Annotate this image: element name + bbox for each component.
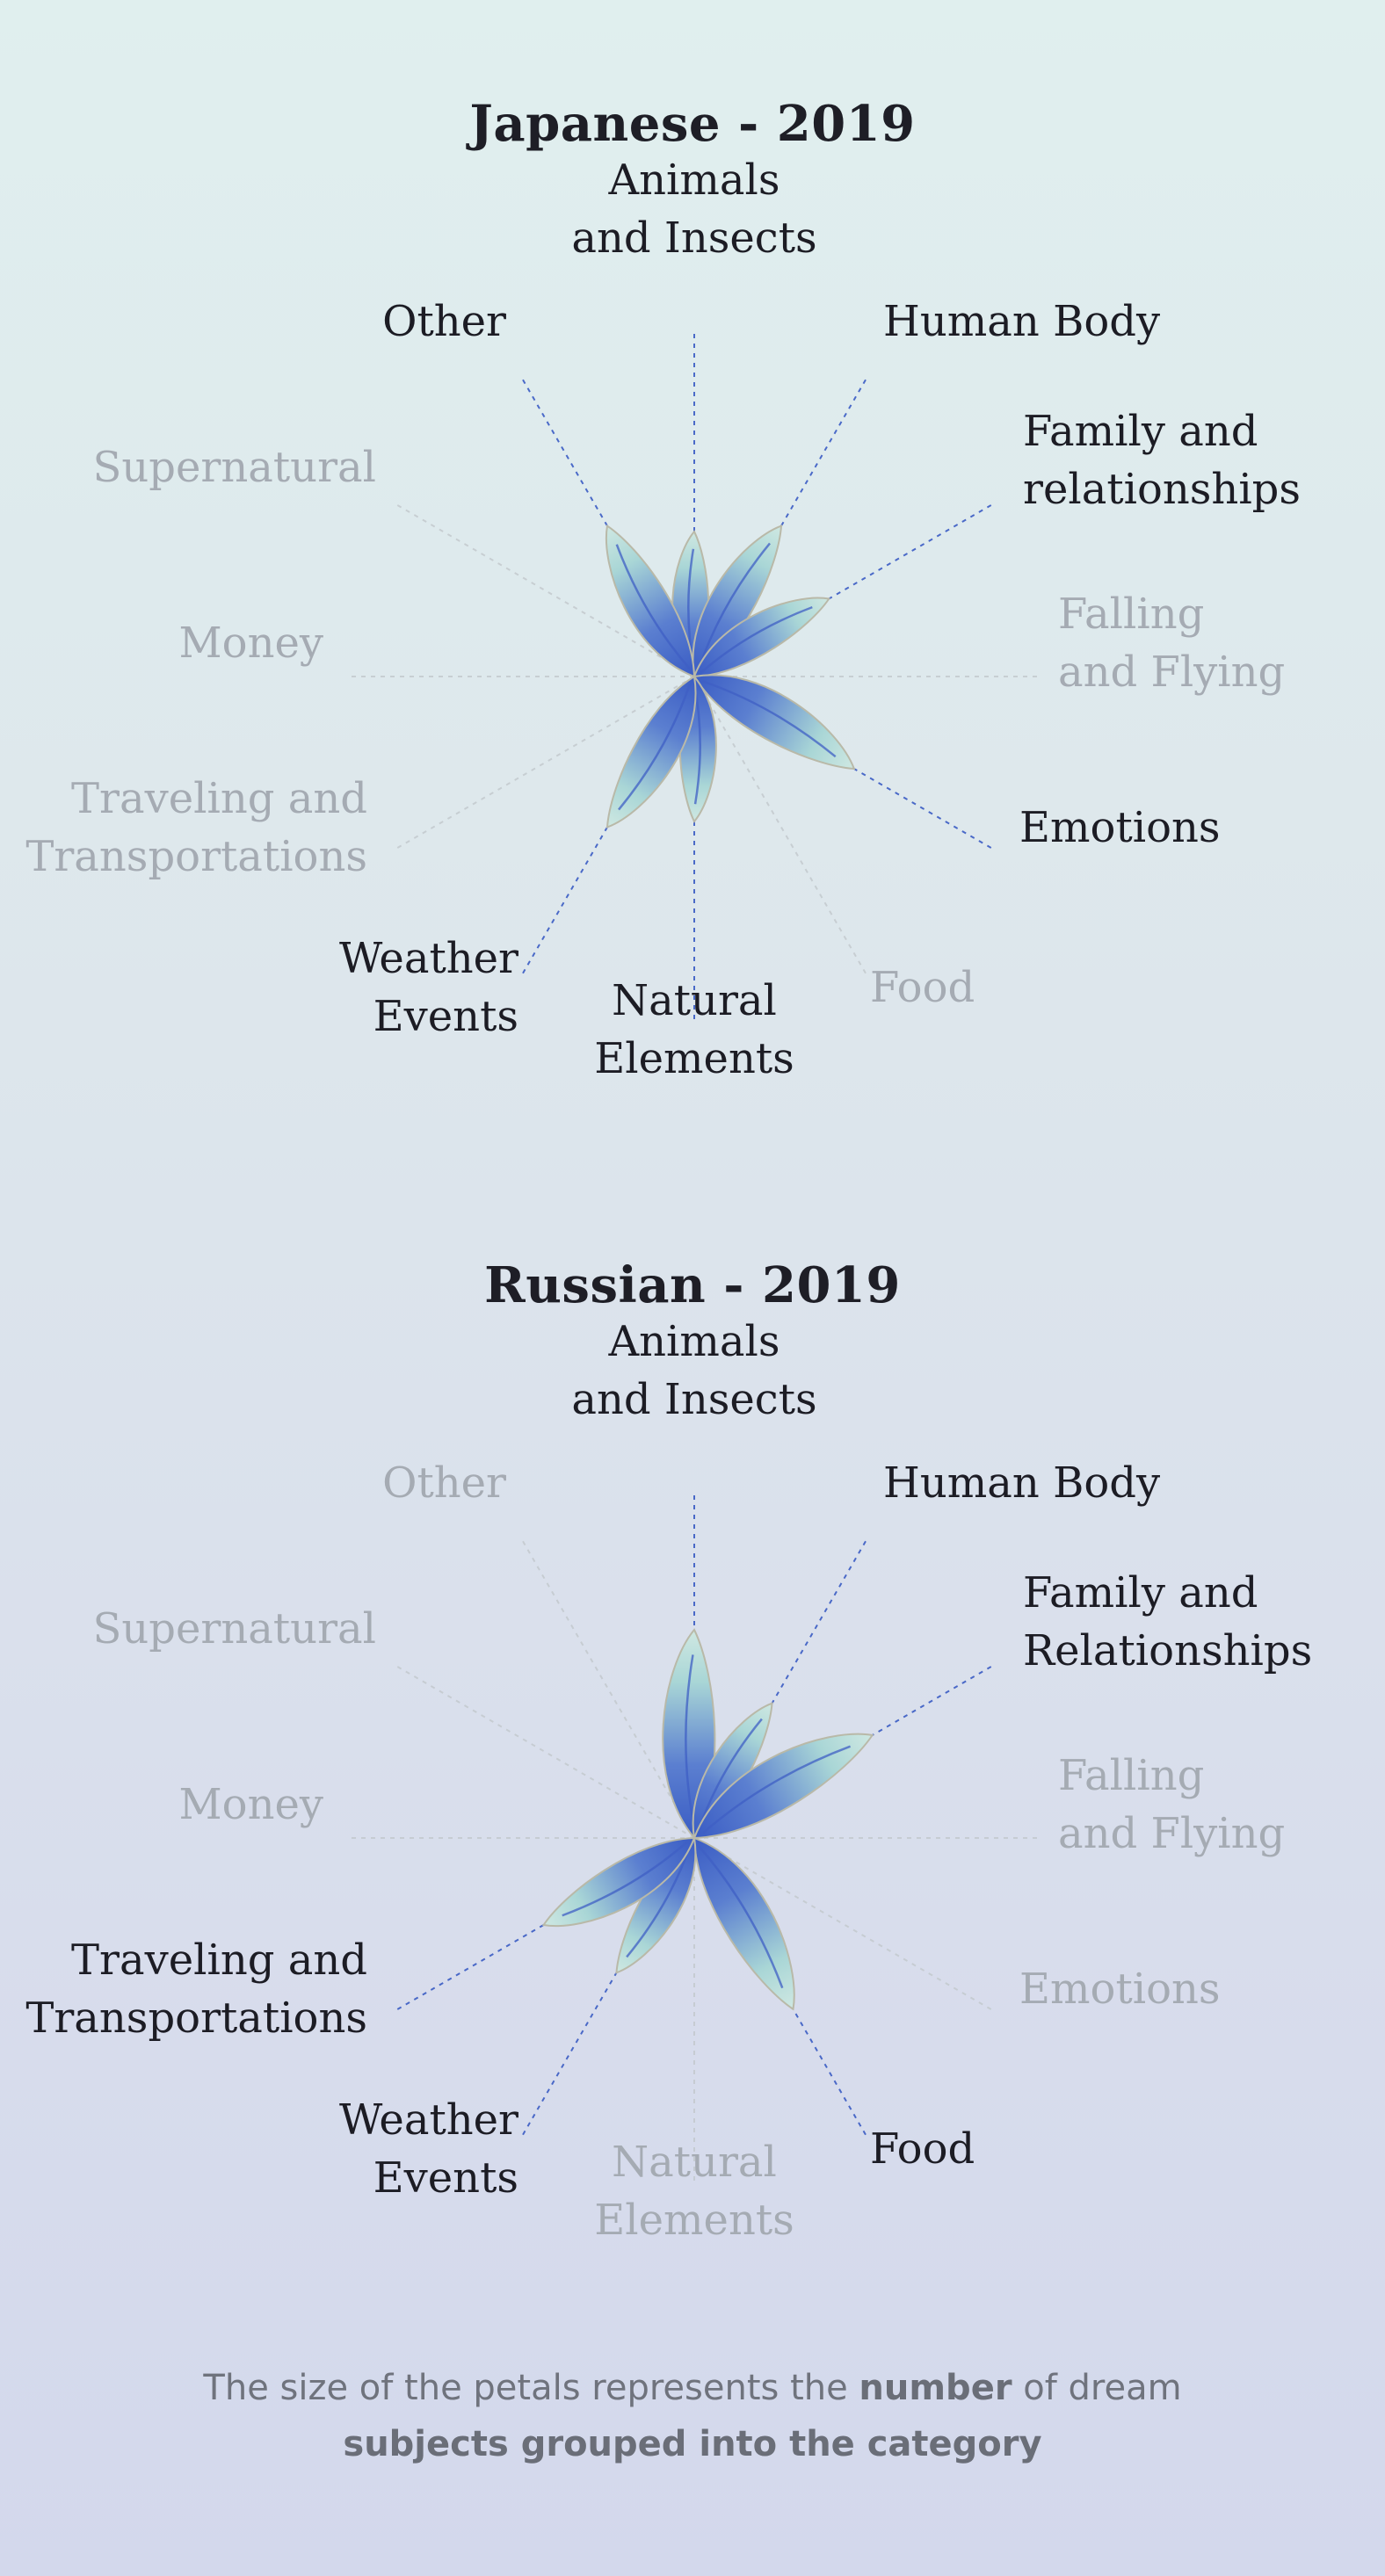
petal-traveling	[541, 1836, 696, 1927]
label-weather: Weather Events	[339, 2095, 518, 2203]
petal-vein	[562, 1842, 688, 1917]
petal-vein	[700, 605, 813, 674]
label-natural: Natural Elements	[594, 2138, 794, 2245]
footnote-emphasis: subjects grouped into the category	[343, 2424, 1042, 2464]
label-emotions: Emotions	[1019, 1965, 1221, 2014]
petal-vein	[615, 544, 691, 670]
petal-other	[605, 524, 696, 678]
petal-chart-svg	[352, 1495, 1037, 2181]
label-other: Other	[382, 1458, 506, 1508]
petal-family	[692, 1733, 874, 1840]
petal-vein	[698, 1845, 784, 1989]
spoke-supernatural	[396, 1666, 695, 1839]
petal-emotions	[692, 674, 856, 771]
footnote-emphasis: number	[859, 2368, 1012, 2408]
petal-vein	[697, 542, 771, 669]
russian-petal-chart: Russian - 2019 Animals and Insects Human …	[0, 1161, 1385, 2321]
petal-vein	[626, 1844, 692, 1958]
label-other: Other	[382, 297, 506, 346]
petal-vein	[618, 684, 692, 811]
label-money: Money	[178, 1780, 323, 1829]
label-money: Money	[178, 619, 323, 668]
label-human: Human Body	[883, 297, 1161, 346]
petal-vein	[701, 680, 837, 758]
footnote: The size of the petals represents the nu…	[0, 2360, 1385, 2472]
label-traveling: Traveling and Transportations	[25, 774, 367, 881]
petal-food	[692, 1836, 795, 2011]
petal-family	[692, 597, 830, 678]
chart-title: Japanese - 2019	[469, 95, 916, 153]
label-family: Family and Relationships	[1023, 1568, 1313, 1675]
label-food: Food	[870, 963, 975, 1012]
label-animals: Animals and Insects	[571, 1317, 817, 1424]
label-natural: Natural Elements	[594, 976, 794, 1083]
chart-title: Russian - 2019	[484, 1256, 901, 1314]
petal-vein	[702, 1745, 852, 1834]
petal-vein	[692, 684, 701, 805]
label-emotions: Emotions	[1019, 803, 1221, 852]
label-falling: Falling and Flying	[1058, 590, 1286, 697]
footnote-text: of dream	[1012, 2368, 1182, 2408]
label-family: Family and relationships	[1023, 407, 1302, 514]
label-supernatural: Supernatural	[92, 443, 376, 492]
japanese-petal-chart: Japanese - 2019 Animals and Insects Human…	[0, 0, 1385, 1160]
label-traveling: Traveling and Transportations	[25, 1936, 367, 2043]
petal-chart-svg	[352, 334, 1037, 1019]
label-weather: Weather Events	[339, 934, 518, 1041]
petal-weather	[605, 675, 697, 829]
label-human: Human Body	[883, 1458, 1161, 1508]
label-falling: Falling and Flying	[1058, 1751, 1286, 1858]
label-animals: Animals and Insects	[571, 156, 817, 263]
footnote-text: The size of the petals represents the	[203, 2368, 859, 2408]
label-supernatural: Supernatural	[92, 1604, 376, 1653]
petal-vein	[685, 1654, 696, 1828]
label-food: Food	[870, 2124, 975, 2174]
